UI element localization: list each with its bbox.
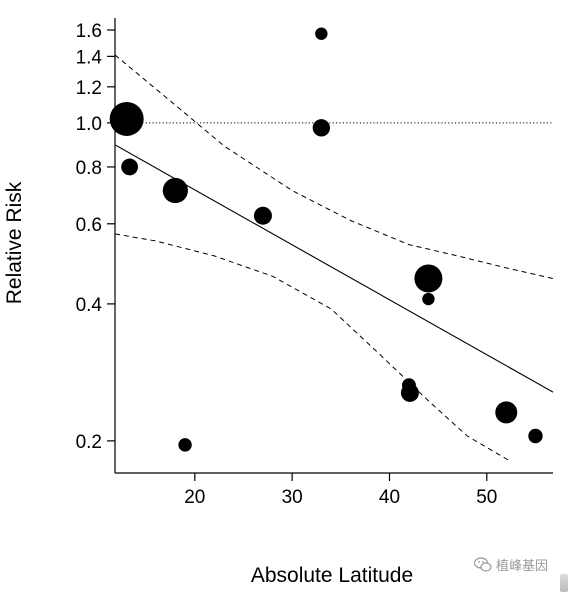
corner-decoration	[560, 574, 568, 592]
x-tick-label: 40	[379, 487, 400, 508]
ci-lower-line	[114, 233, 512, 463]
y-tick-label: 1.2	[76, 78, 102, 99]
data-point	[178, 438, 192, 452]
ci-upper-line	[114, 54, 554, 279]
data-point	[414, 264, 443, 293]
y-tick-label: 0.8	[76, 158, 102, 179]
data-point	[162, 177, 188, 204]
points-layer	[109, 27, 543, 452]
data-point	[312, 119, 331, 137]
x-axis-title: Absolute Latitude	[251, 564, 413, 587]
y-tick-label: 0.2	[76, 432, 102, 453]
y-tick-label: 0.6	[76, 215, 102, 236]
data-point	[528, 428, 543, 444]
plot-frame	[114, 18, 553, 474]
data-point	[253, 206, 272, 225]
x-tick-label: 30	[282, 487, 303, 508]
curves-layer	[114, 54, 554, 463]
data-point	[495, 401, 518, 424]
y-tick-label: 1.4	[76, 47, 103, 68]
data-point	[400, 383, 419, 402]
watermark: 植峰基因	[474, 555, 548, 574]
fit-line	[114, 144, 554, 393]
watermark-text: 植峰基因	[496, 559, 549, 574]
x-axis: 20 30 40 50	[184, 473, 497, 508]
y-tick-label: 1.0	[76, 114, 102, 135]
y-axis-title: Relative Risk	[3, 181, 26, 304]
x-tick-label: 20	[184, 487, 205, 508]
x-tick-label: 50	[476, 487, 497, 508]
data-point	[109, 101, 144, 136]
y-axis: 0.2 0.4 0.6 0.8 1.0 1.2 1.4 1.6	[76, 21, 115, 453]
y-tick-label: 0.4	[76, 295, 103, 316]
data-point	[315, 27, 328, 40]
y-tick-label: 1.6	[76, 21, 102, 42]
wechat-icon	[474, 556, 492, 572]
data-point	[422, 292, 435, 306]
data-point	[121, 158, 138, 176]
